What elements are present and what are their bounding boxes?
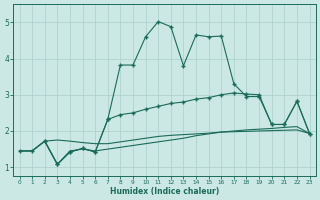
X-axis label: Humidex (Indice chaleur): Humidex (Indice chaleur) <box>110 187 219 196</box>
